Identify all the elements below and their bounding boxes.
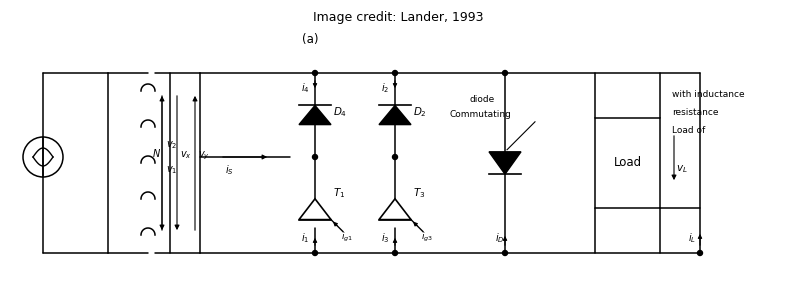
Text: Image credit: Lander, 1993: Image credit: Lander, 1993 bbox=[313, 11, 483, 24]
Text: $i_{g3}$: $i_{g3}$ bbox=[421, 231, 433, 244]
Text: $i_D$: $i_D$ bbox=[495, 231, 505, 245]
Circle shape bbox=[697, 250, 703, 255]
Polygon shape bbox=[299, 105, 331, 124]
Text: $i_2$: $i_2$ bbox=[381, 81, 389, 95]
Text: $v_x$: $v_x$ bbox=[180, 149, 192, 161]
Text: resistance: resistance bbox=[672, 108, 719, 117]
Circle shape bbox=[392, 250, 397, 255]
Text: $v_y$: $v_y$ bbox=[198, 149, 210, 162]
Circle shape bbox=[502, 71, 508, 76]
Circle shape bbox=[313, 250, 318, 255]
Text: Commutating: Commutating bbox=[450, 110, 512, 119]
Text: diode: diode bbox=[470, 95, 495, 104]
Text: $i_S$: $i_S$ bbox=[225, 163, 234, 177]
Circle shape bbox=[392, 155, 397, 160]
Text: $D_4$: $D_4$ bbox=[333, 105, 347, 119]
Polygon shape bbox=[489, 152, 521, 174]
Text: $i_1$: $i_1$ bbox=[301, 231, 310, 245]
Text: $i_{g1}$: $i_{g1}$ bbox=[341, 231, 353, 244]
Text: Load: Load bbox=[614, 157, 642, 170]
Circle shape bbox=[392, 71, 397, 76]
Text: Load of: Load of bbox=[672, 126, 705, 135]
Text: $T_3$: $T_3$ bbox=[413, 186, 425, 200]
Polygon shape bbox=[379, 105, 411, 124]
Text: $i_4$: $i_4$ bbox=[301, 81, 310, 95]
Circle shape bbox=[313, 155, 318, 160]
Circle shape bbox=[502, 250, 508, 255]
Bar bbox=[595, 118, 660, 208]
Text: $D_2$: $D_2$ bbox=[413, 105, 427, 119]
Text: $v_1$: $v_1$ bbox=[166, 164, 178, 176]
Text: $v_2$: $v_2$ bbox=[166, 139, 178, 151]
Text: (a): (a) bbox=[302, 33, 318, 46]
Text: $T_1$: $T_1$ bbox=[333, 186, 345, 200]
Text: $i_3$: $i_3$ bbox=[381, 231, 389, 245]
Text: with inductance: with inductance bbox=[672, 90, 744, 99]
Circle shape bbox=[313, 71, 318, 76]
Text: $N$: $N$ bbox=[152, 147, 161, 159]
Text: $v_L$: $v_L$ bbox=[676, 163, 688, 175]
Text: $i_L$: $i_L$ bbox=[688, 231, 696, 245]
